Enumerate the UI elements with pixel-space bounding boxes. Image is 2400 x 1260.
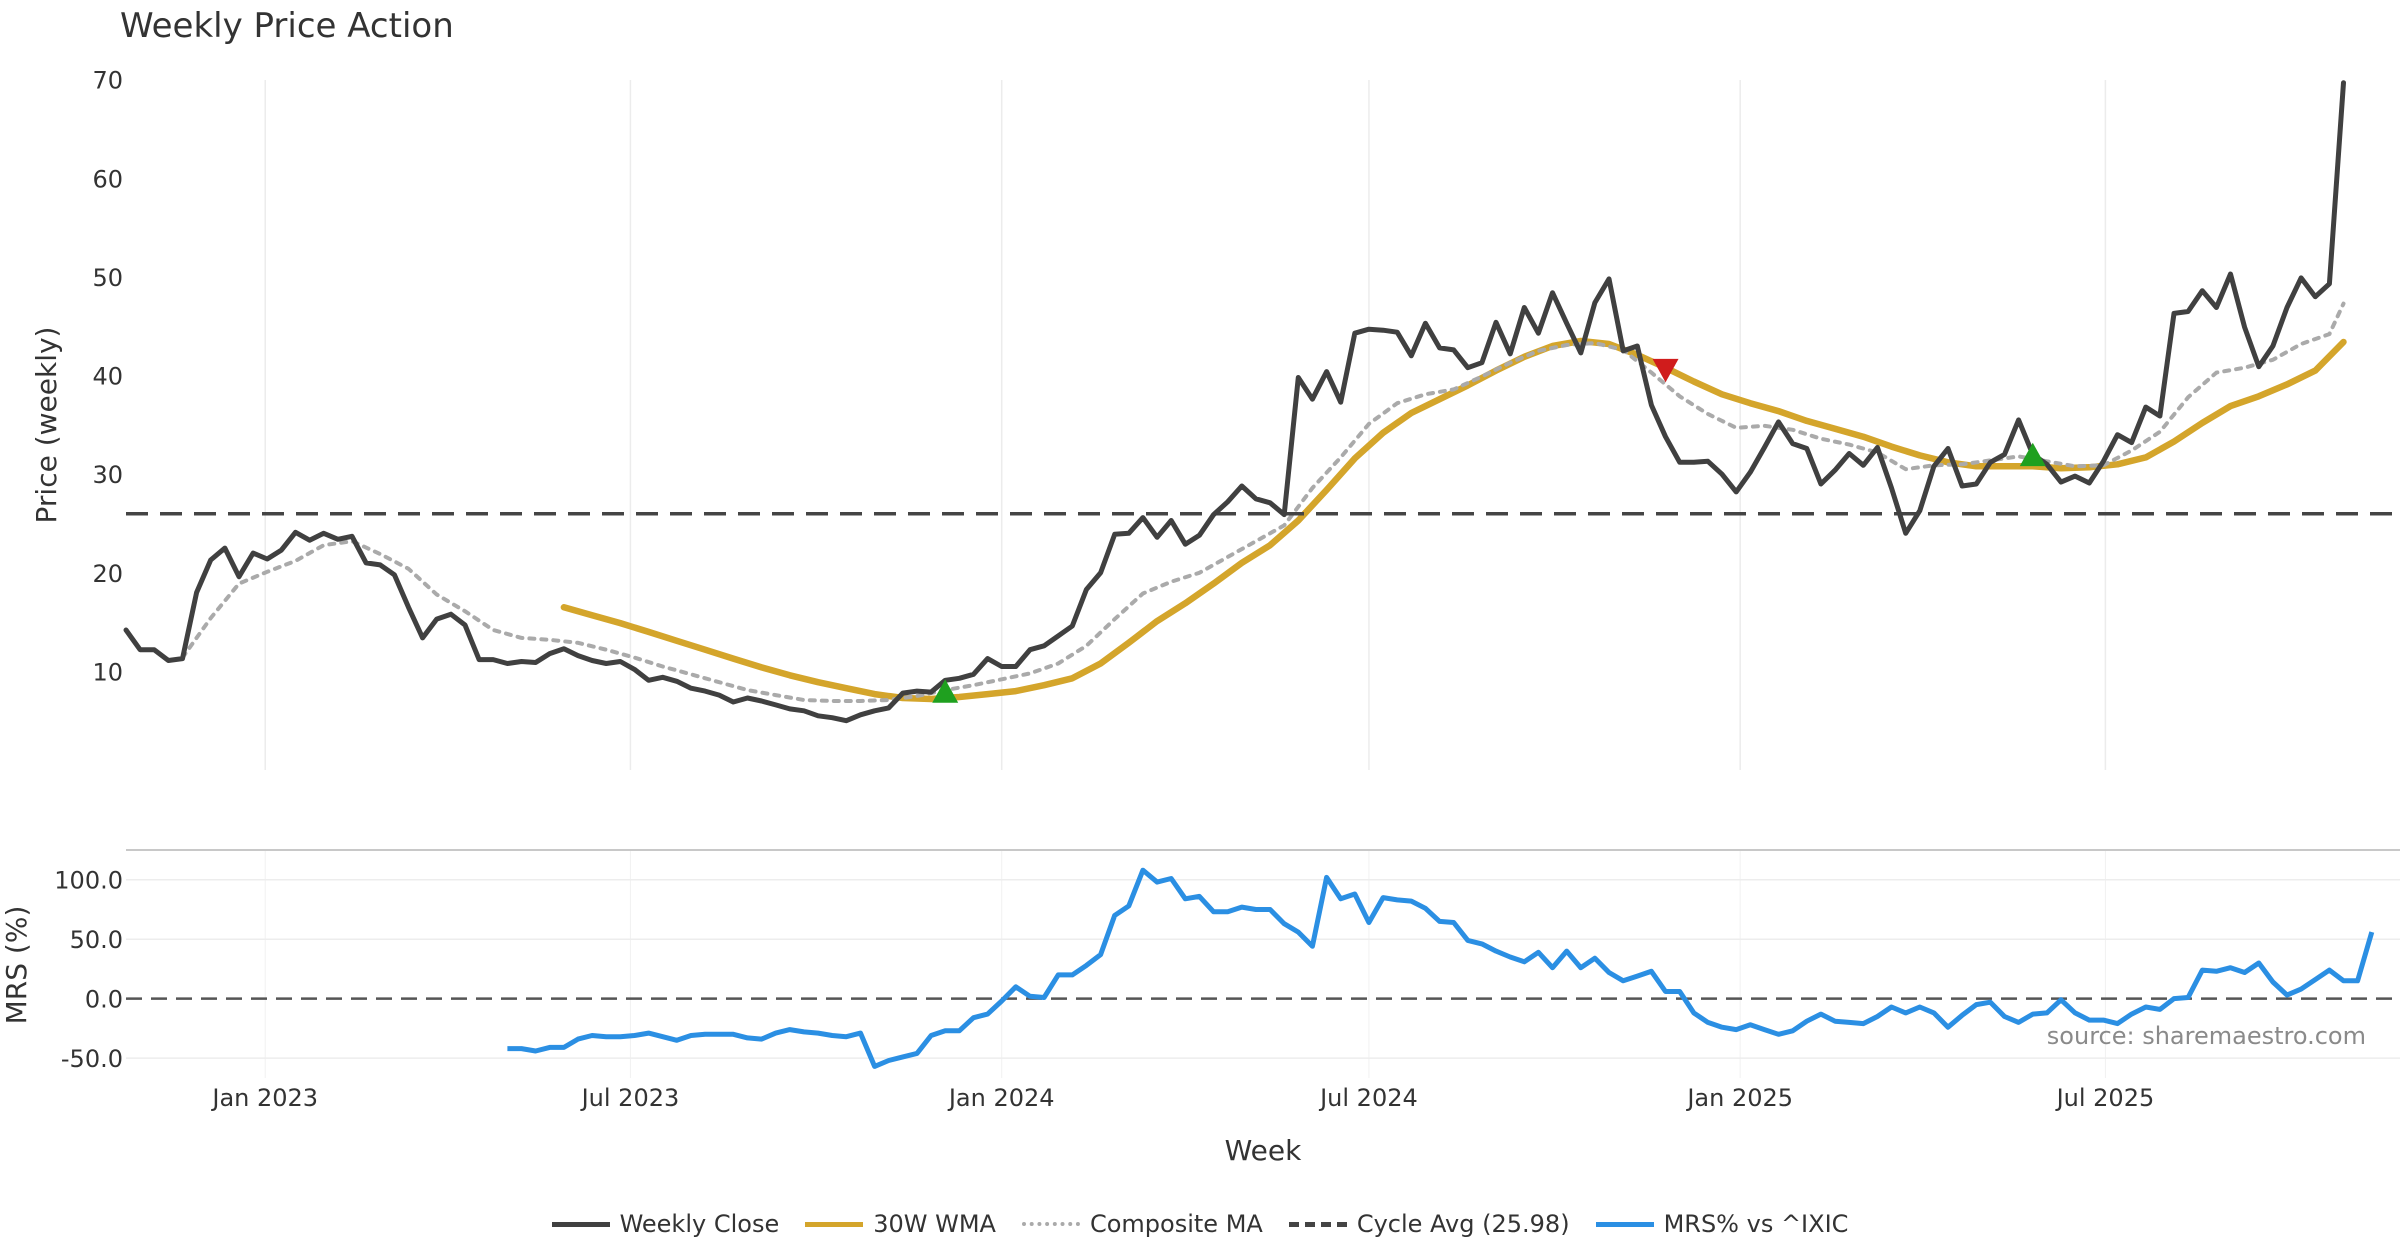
legend: Weekly Close 30W WMA Composite MA Cycle Avg… [0,1210,2400,1238]
legend-swatch [1595,1221,1654,1227]
mrs-y-tick-label: 50.0 [70,926,123,954]
legend-item: 30W WMA [805,1210,996,1238]
legend-swatch [551,1221,610,1227]
series-weekly-close [123,80,2346,724]
legend-item: Cycle Avg (25.98) [1288,1210,1570,1238]
price-y-tick-label: 50 [92,264,123,292]
price-y-tick-label: 70 [92,67,123,95]
legend-label: 30W WMA [873,1210,996,1238]
mrs-series-layer [507,867,2375,1069]
mrs-y-tick-label: 0.0 [85,986,123,1014]
buy-signal-marker [932,679,959,703]
x-tick-label: Jul 2024 [1318,1084,1418,1112]
legend-item: Weekly Close [551,1210,780,1238]
mrs-y-tick-label: -50.0 [61,1045,123,1073]
price-y-tick-label: 40 [92,363,123,391]
price-y-tick-label: 10 [92,658,123,686]
legend-swatch [1288,1221,1347,1227]
mrs-gridlines [126,849,2400,1078]
price-y-tick-label: 60 [92,165,123,193]
price-y-tick-label: 30 [92,461,123,489]
x-tick-label: Jan 2025 [1685,1084,1793,1112]
legend-item: MRS% vs ^IXIC [1595,1210,1849,1238]
source-note: source: sharemaestro.com [2047,1022,2366,1050]
price-y-tick-label: 20 [92,560,123,588]
chart-title: Weekly Price Action [120,6,454,46]
series-mrs-vs-ixic [507,867,2375,1069]
series-30w-wma [560,337,2347,703]
buy-signal-marker [2019,442,2046,467]
legend-label: Composite MA [1089,1210,1263,1238]
legend-label: Weekly Close [619,1210,780,1238]
x-tick-label: Jul 2023 [580,1084,680,1112]
x-tick-label: Jan 2023 [210,1084,318,1112]
axes-layer: Jan 2023 Jul 2023 Jan 2024 Jul 2024 Jan 2025… [54,67,2154,1112]
mrs-axis-title: MRS (%) [0,906,33,1025]
x-axis-title: Week [1225,1134,1302,1167]
x-tick-label: Jul 2025 [2055,1084,2155,1112]
mrs-y-tick-label: 100.0 [54,867,123,895]
sell-signal-marker [1652,358,1679,383]
price-axis-title: Price (weekly) [30,327,63,524]
legend-label: Cycle Avg (25.98) [1356,1210,1570,1238]
legend-swatch [1021,1222,1080,1226]
legend-label: MRS% vs ^IXIC [1663,1210,1849,1238]
x-tick-label: Jan 2024 [947,1084,1055,1112]
legend-item: Composite MA [1021,1210,1263,1238]
price-series-layer [123,80,2400,724]
legend-swatch [805,1221,864,1227]
